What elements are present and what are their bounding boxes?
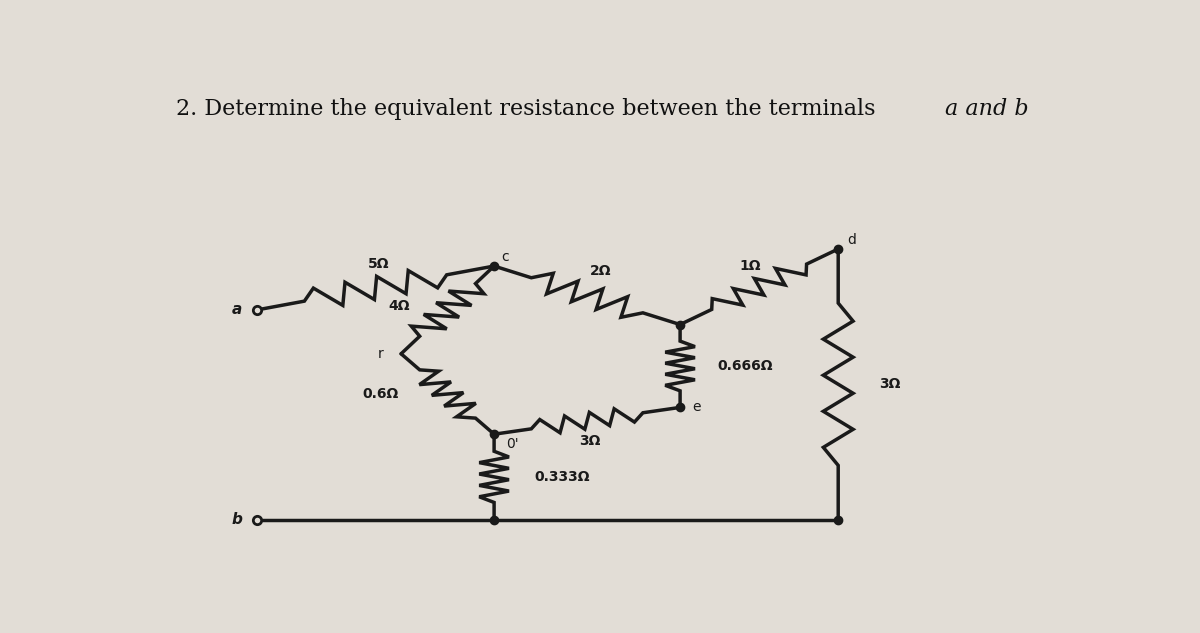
Text: 2Ω: 2Ω xyxy=(590,264,612,278)
Text: r: r xyxy=(378,347,384,361)
Text: 0.6Ω: 0.6Ω xyxy=(362,387,398,401)
Text: 3Ω: 3Ω xyxy=(878,377,900,391)
Text: e: e xyxy=(692,401,701,415)
Text: c: c xyxy=(502,250,509,264)
Text: 5Ω: 5Ω xyxy=(367,256,389,271)
Text: a: a xyxy=(232,303,241,317)
Text: 1Ω: 1Ω xyxy=(739,260,761,273)
Text: 3Ω: 3Ω xyxy=(580,434,600,448)
Text: 2. Determine the equivalent resistance between the terminals: 2. Determine the equivalent resistance b… xyxy=(176,98,883,120)
Text: 0.666Ω: 0.666Ω xyxy=(718,359,773,373)
Text: b: b xyxy=(232,512,242,527)
Text: 0.333Ω: 0.333Ω xyxy=(534,470,589,484)
Text: 4Ω: 4Ω xyxy=(389,299,410,313)
Text: 0': 0' xyxy=(506,437,520,451)
Text: d: d xyxy=(847,233,856,248)
Text: a and b: a and b xyxy=(946,98,1028,120)
